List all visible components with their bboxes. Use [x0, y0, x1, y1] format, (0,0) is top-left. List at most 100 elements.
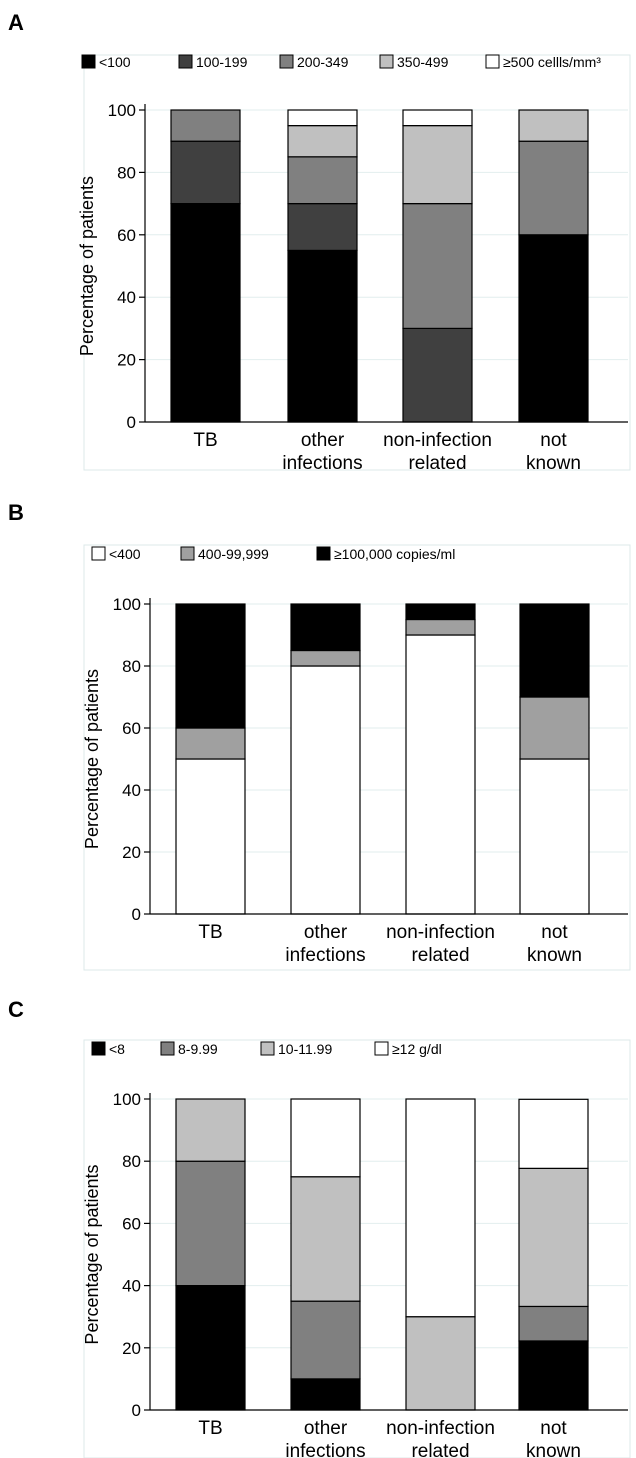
- y-tick-label: 20: [122, 843, 141, 862]
- legend-label: <100: [99, 54, 131, 70]
- chart-frame: [83, 544, 631, 971]
- x-tick-label: TB: [193, 430, 217, 451]
- legend-swatch: [316, 546, 331, 561]
- x-tick-label: other: [304, 1418, 348, 1439]
- bar-segment: [170, 140, 241, 205]
- bar-segment: [518, 140, 589, 236]
- legend-label: ≥500 cellls/mm³: [503, 54, 601, 70]
- legend-label: <400: [109, 546, 141, 562]
- x-tick-label: other: [304, 922, 348, 943]
- legend-swatch: [91, 546, 106, 561]
- bar-segment: [518, 109, 589, 142]
- bar-segment: [518, 234, 589, 423]
- bar-segment: [402, 327, 473, 423]
- y-tick-label: 0: [132, 905, 141, 924]
- legend-label: 400-99,999: [198, 546, 269, 562]
- bar-segment: [290, 1300, 361, 1380]
- y-tick-label: 0: [132, 1401, 141, 1420]
- y-tick-label: 60: [117, 226, 136, 245]
- x-tick-label: not: [540, 430, 567, 451]
- legend-label: 8-9.99: [178, 1041, 218, 1057]
- bar-segment: [287, 249, 358, 423]
- chart-frame: [83, 1039, 631, 1458]
- legend-swatch: [485, 54, 500, 69]
- panel-a-letter: A: [8, 10, 24, 35]
- x-tick-label: not: [540, 1418, 567, 1439]
- legend-swatch: [81, 54, 96, 69]
- bar-segment: [402, 109, 473, 127]
- y-tick-label: 20: [117, 351, 136, 370]
- y-axis-label: Percentage of patients: [77, 176, 97, 356]
- y-tick-label: 80: [117, 163, 136, 182]
- bar-segment: [175, 1098, 246, 1162]
- legend-swatch: [374, 1041, 389, 1056]
- legend-swatch: [178, 54, 193, 69]
- panel-b: B 0 20 40 60 80 100 Percentage of patients TB ot…: [8, 500, 631, 971]
- bar-segment: [287, 203, 358, 252]
- bar-segment: [290, 1378, 361, 1411]
- bar-segment: [405, 603, 476, 621]
- y-tick-label: 60: [122, 719, 141, 738]
- x-tick-label: known: [527, 945, 582, 966]
- bar-segment: [175, 603, 246, 729]
- legend-label: 200-349: [297, 54, 349, 70]
- x-tick-label: non-infection: [386, 1418, 495, 1439]
- legend-swatch: [160, 1041, 175, 1056]
- x-tick-label: related: [408, 453, 466, 474]
- panel-b-letter: B: [8, 500, 24, 525]
- legend-label: ≥100,000 copies/ml: [334, 546, 455, 562]
- bar-segment: [175, 1284, 246, 1411]
- legend-label: <8: [109, 1041, 125, 1057]
- legend-label: ≥12 g/dl: [392, 1041, 442, 1057]
- bar-segment: [518, 1167, 589, 1308]
- bar-segment: [405, 634, 476, 915]
- bar-segment: [170, 109, 241, 142]
- bar-segment: [402, 124, 473, 205]
- legend-label: 350-499: [397, 54, 449, 70]
- bar-segment: [175, 758, 246, 915]
- bar-segment: [518, 1098, 589, 1169]
- bar-segment: [170, 203, 241, 423]
- legend-swatch: [91, 1041, 106, 1056]
- y-tick-label: 100: [113, 1090, 141, 1109]
- x-tick-label: infections: [285, 945, 365, 966]
- panel-c-letter: C: [8, 997, 24, 1022]
- bar-segment: [519, 603, 590, 698]
- x-tick-label: related: [411, 1441, 469, 1458]
- y-tick-label: 0: [127, 413, 136, 432]
- chart-frame: [83, 54, 631, 471]
- bar-segment: [287, 109, 358, 127]
- x-tick-label: known: [526, 1441, 581, 1458]
- y-tick-label: 100: [108, 101, 136, 120]
- y-tick-label: 40: [122, 781, 141, 800]
- y-tick-label: 40: [117, 288, 136, 307]
- x-tick-label: known: [526, 453, 581, 474]
- legend-label: 100-199: [196, 54, 248, 70]
- x-tick-label: infections: [285, 1441, 365, 1458]
- legend-swatch: [379, 54, 394, 69]
- legend-swatch: [279, 54, 294, 69]
- bar-segment: [518, 1340, 589, 1411]
- x-tick-label: non-infection: [386, 922, 495, 943]
- bar-segment: [290, 1176, 361, 1302]
- chart-a: 0 20 40 60 80 100 Percentage of patients TB othe…: [77, 54, 631, 474]
- x-tick-label: non-infection: [383, 430, 492, 451]
- bar-segment: [175, 727, 246, 760]
- y-tick-label: 40: [122, 1277, 141, 1296]
- bar-segment: [290, 603, 361, 652]
- panel-a: A 0 20 40 60 80 100 Percentage of patients TB ot…: [0, 0, 636, 480]
- y-tick-label: 80: [122, 657, 141, 676]
- chart-b: 0 20 40 60 80 100 Percentage of patients TB othe…: [82, 544, 631, 971]
- x-tick-label: infections: [282, 453, 362, 474]
- x-tick-label: TB: [198, 1418, 222, 1439]
- bar-segment: [405, 1098, 476, 1318]
- y-tick-label: 20: [122, 1339, 141, 1358]
- y-tick-label: 100: [113, 595, 141, 614]
- y-axis-label: Percentage of patients: [82, 1164, 102, 1344]
- bar-segment: [290, 1098, 361, 1178]
- y-tick-label: 80: [122, 1152, 141, 1171]
- x-tick-label: not: [541, 922, 568, 943]
- bar-segment: [402, 203, 473, 330]
